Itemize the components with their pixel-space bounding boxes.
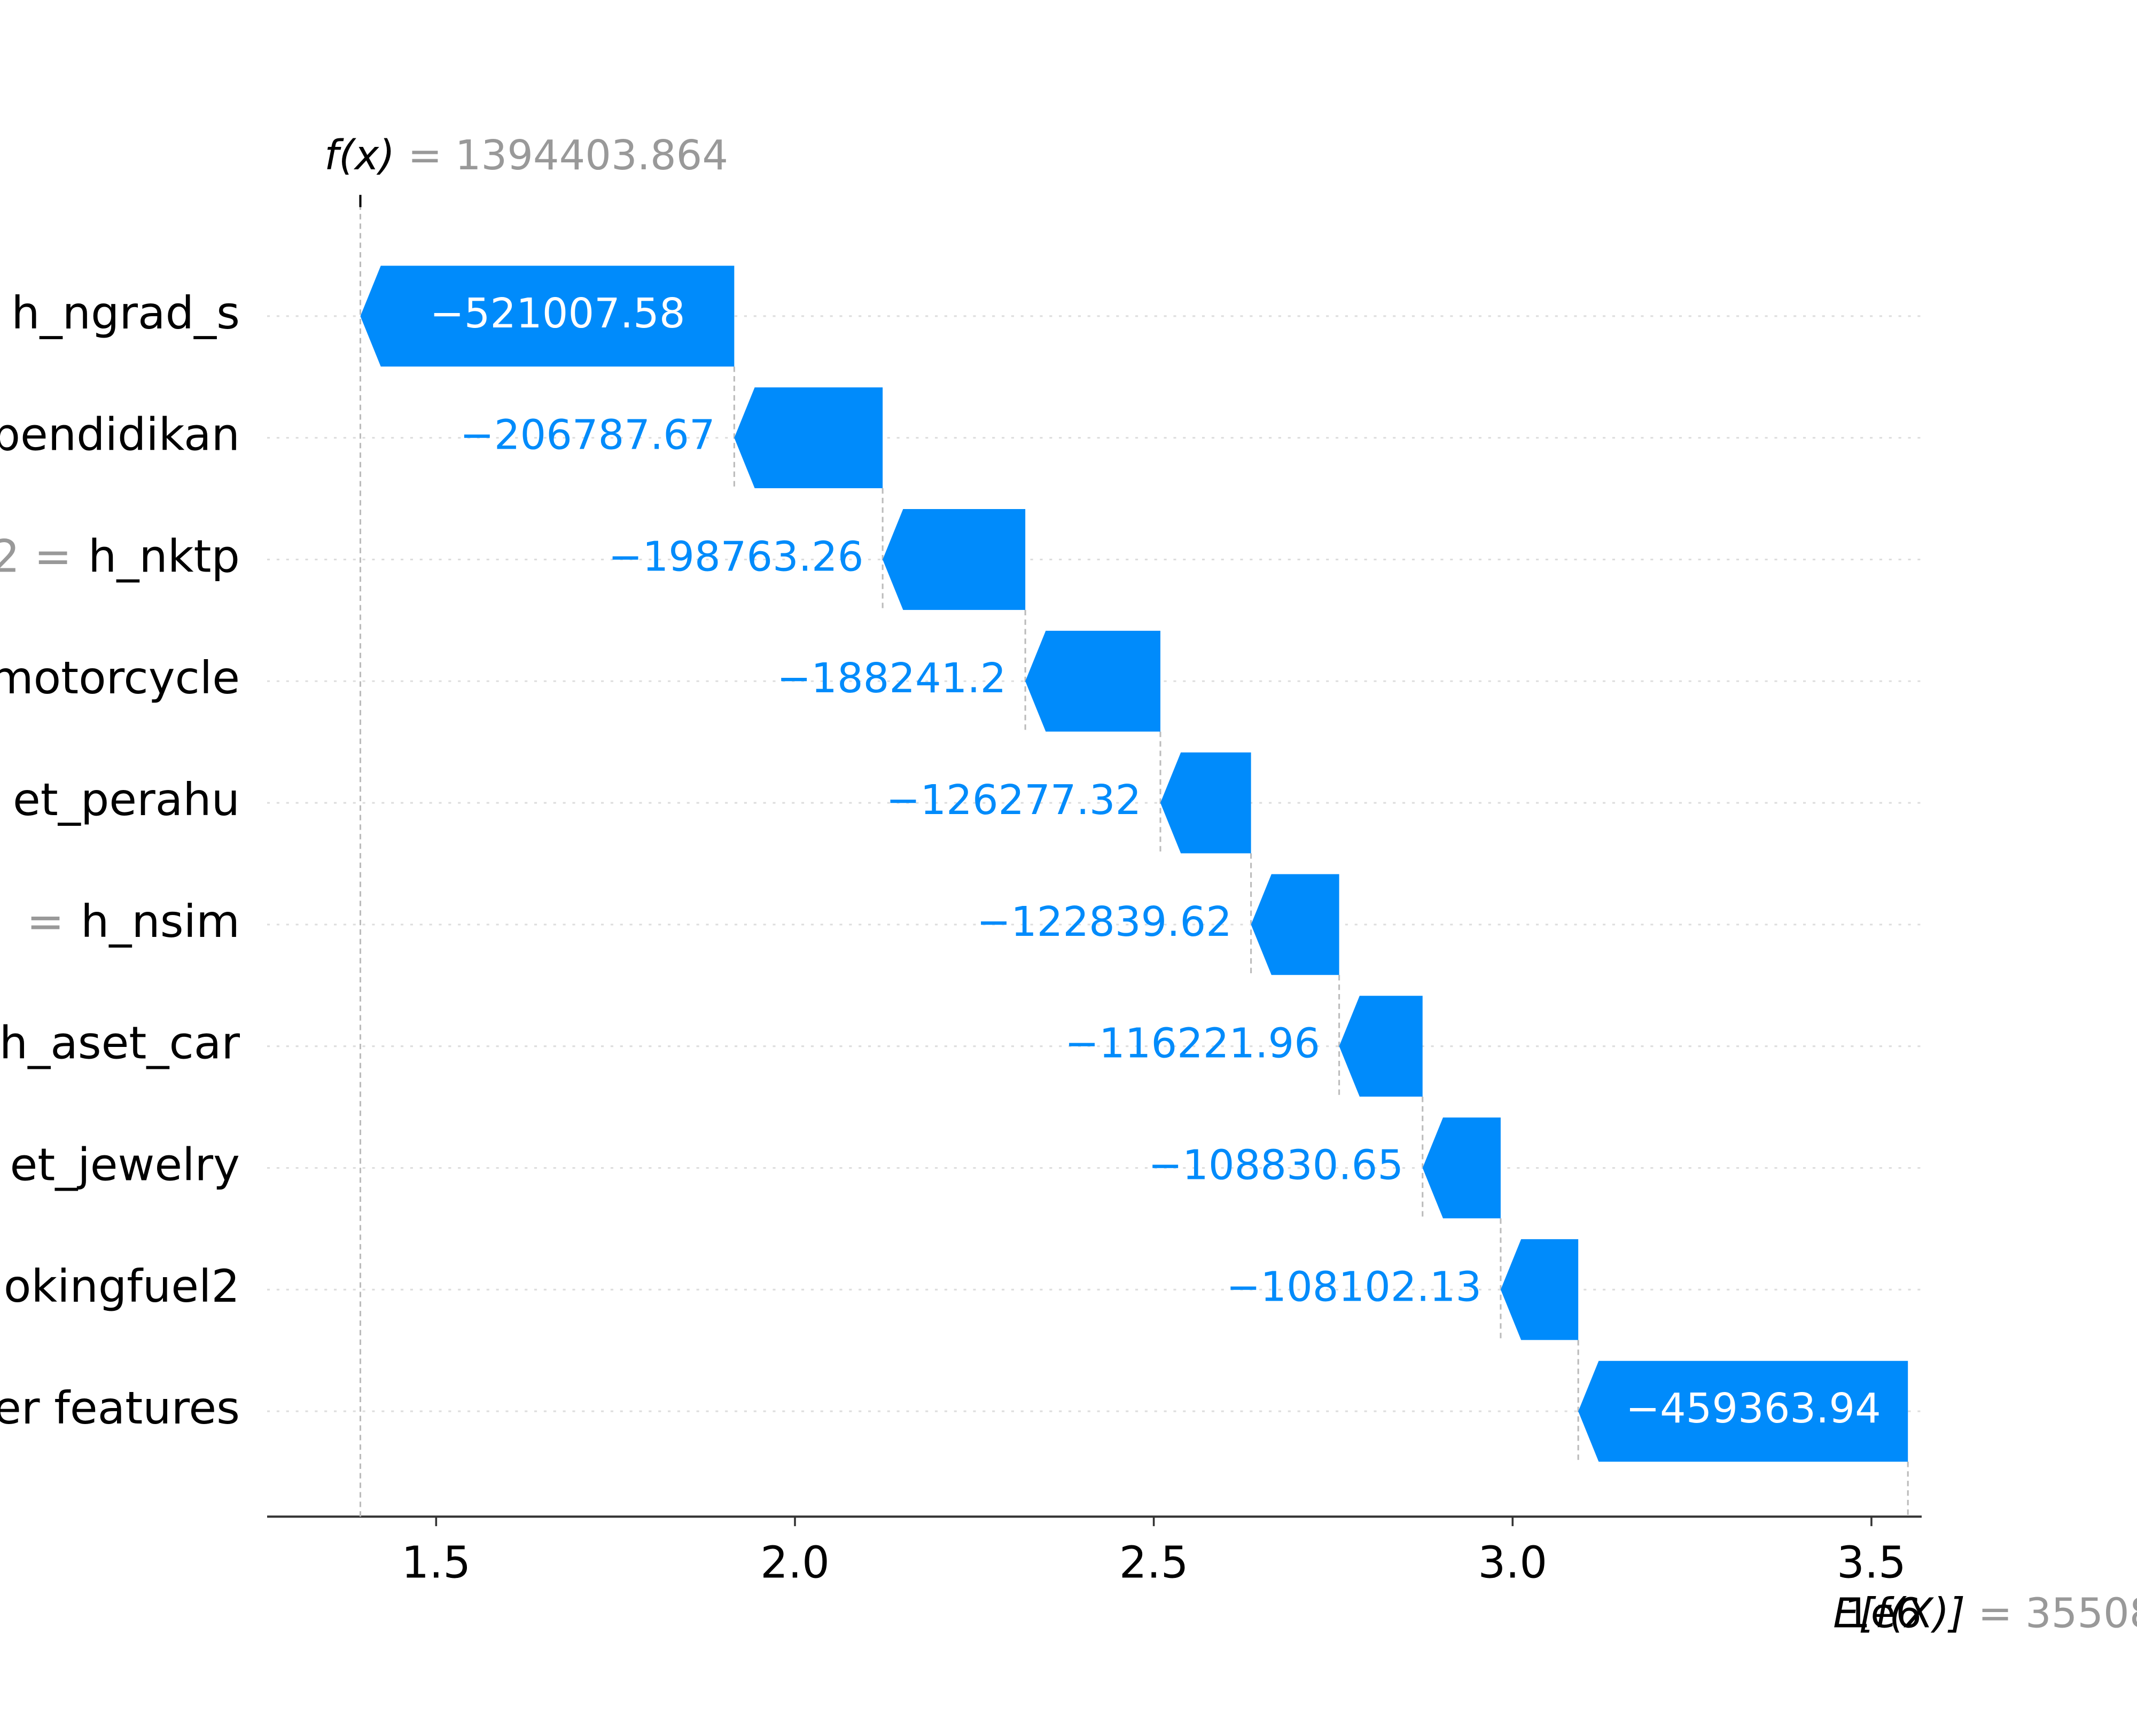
bar bbox=[1500, 1239, 1579, 1340]
feature-label: h_aset_car bbox=[0, 1017, 240, 1069]
x-tick-label: 2.0 bbox=[760, 1538, 830, 1589]
value-label: −108830.65 bbox=[1148, 1141, 1403, 1189]
fx-sign: = bbox=[408, 132, 442, 179]
value-label: −198763.26 bbox=[609, 533, 864, 581]
value-label: −126277.32 bbox=[886, 777, 1141, 824]
feature-label: okingfuel2 bbox=[4, 1260, 240, 1312]
feature-label: h_nsim bbox=[81, 895, 240, 948]
ex-name: E[f(X)] bbox=[1833, 1590, 1965, 1637]
value-label: −108102.13 bbox=[1226, 1263, 1481, 1311]
bar bbox=[1339, 996, 1423, 1097]
bar bbox=[360, 265, 735, 367]
bar-layer: −521007.58 −206787.67 −198763.26 −188241.2 −… bbox=[360, 265, 1908, 1462]
value-label: −459363.94 bbox=[1626, 1385, 1881, 1433]
ex-label: E[f(X)] = 3550839.194 bbox=[1833, 1590, 2137, 1637]
value-label: −521007.58 bbox=[430, 290, 685, 338]
fx-value: 1394403.864 bbox=[455, 132, 728, 179]
feature-value: 2 = bbox=[0, 530, 72, 582]
bar bbox=[1251, 874, 1339, 975]
feature-label: h_ngrad_s bbox=[11, 287, 240, 339]
bar bbox=[1160, 752, 1251, 854]
feature-value: = bbox=[27, 895, 65, 948]
value-label: −188241.2 bbox=[777, 655, 1006, 702]
feature-label: pendidikan bbox=[0, 409, 240, 461]
value-label: −116221.96 bbox=[1065, 1020, 1320, 1068]
fx-name: f(x) bbox=[324, 132, 395, 179]
value-label: −206787.67 bbox=[460, 412, 715, 459]
bar bbox=[734, 387, 883, 489]
ex-value: 3550839.194 bbox=[2025, 1590, 2137, 1637]
background-layer: 1.5 2.0 2.5 3.0 3.5 h_ngrad_s pendidikan h_nktp… bbox=[0, 194, 1922, 1589]
ex-sign: = bbox=[1978, 1590, 2013, 1637]
x-tick-label: 3.5 bbox=[1837, 1538, 1906, 1589]
feature-label: h_nktp bbox=[88, 530, 240, 582]
x-tick-label: 2.5 bbox=[1119, 1538, 1189, 1589]
value-label: −122839.62 bbox=[977, 898, 1232, 946]
feature-label: motorcycle bbox=[0, 652, 240, 704]
feature-label: er features bbox=[0, 1382, 240, 1434]
bar bbox=[883, 509, 1026, 610]
feature-label: et_perahu bbox=[13, 773, 240, 826]
axis-offset: 1e6 bbox=[1844, 1590, 1921, 1637]
x-tick-label: 3.0 bbox=[1478, 1538, 1547, 1589]
bar bbox=[1025, 630, 1160, 732]
bar bbox=[1578, 1360, 1908, 1462]
bar bbox=[1422, 1117, 1501, 1218]
feature-label: et_jewelry bbox=[10, 1138, 239, 1191]
fx-label: f(x) = 1394403.864 bbox=[324, 132, 728, 179]
x-tick-label: 1.5 bbox=[401, 1538, 471, 1589]
